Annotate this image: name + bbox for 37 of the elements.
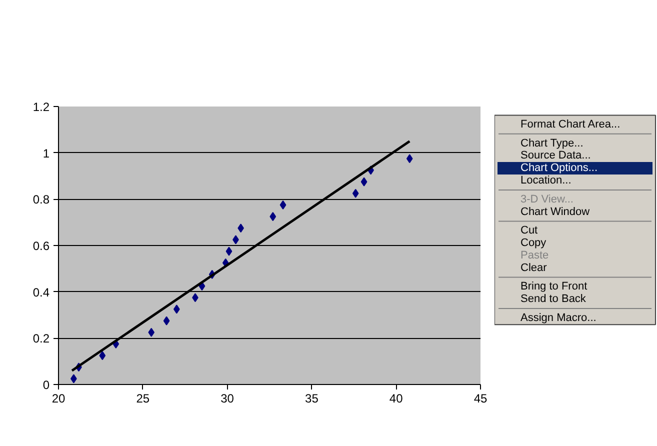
point xyxy=(280,200,286,210)
source-note: Source Data... xyxy=(520,150,591,162)
point xyxy=(406,154,413,164)
text: 3-D View... xyxy=(520,193,574,206)
text: Assign Macro... xyxy=(520,312,596,324)
point xyxy=(352,188,359,198)
text: Clear xyxy=(520,262,548,274)
y-tick-label: 1 xyxy=(42,146,50,160)
text: Cut xyxy=(520,224,538,237)
x-tick-label: 40 xyxy=(389,392,404,406)
y-tick-label: 0.8 xyxy=(32,192,50,207)
point xyxy=(360,177,368,186)
point xyxy=(226,246,232,256)
x-tick-label: 20 xyxy=(52,392,66,406)
text: Chart Window xyxy=(520,206,590,218)
text: Format Chart Area... xyxy=(520,118,620,131)
x-tick-label: 30 xyxy=(220,392,234,406)
text: Copy xyxy=(520,237,547,250)
text: Chart Type... xyxy=(520,137,584,150)
x-tick-label: 35 xyxy=(305,392,319,406)
y-tick-label: 1.2 xyxy=(32,100,50,114)
point xyxy=(163,316,170,326)
text: Chart Options... xyxy=(520,162,598,174)
y-tick-label: 0 xyxy=(42,378,50,392)
text: Location... xyxy=(520,174,572,187)
y-tick-label: 0.6 xyxy=(32,239,50,253)
text: Send to Back xyxy=(520,293,586,306)
point xyxy=(99,351,106,360)
point xyxy=(148,328,155,337)
text: Paste xyxy=(520,249,549,262)
y-tick-label: 0.4 xyxy=(32,285,50,300)
point xyxy=(270,212,276,222)
point xyxy=(173,304,180,314)
x-tick-label: 25 xyxy=(136,392,150,406)
text: Bring to Front xyxy=(520,280,588,293)
x-tick-label: 45 xyxy=(474,392,488,406)
y-tick-label: 0.2 xyxy=(32,332,50,346)
